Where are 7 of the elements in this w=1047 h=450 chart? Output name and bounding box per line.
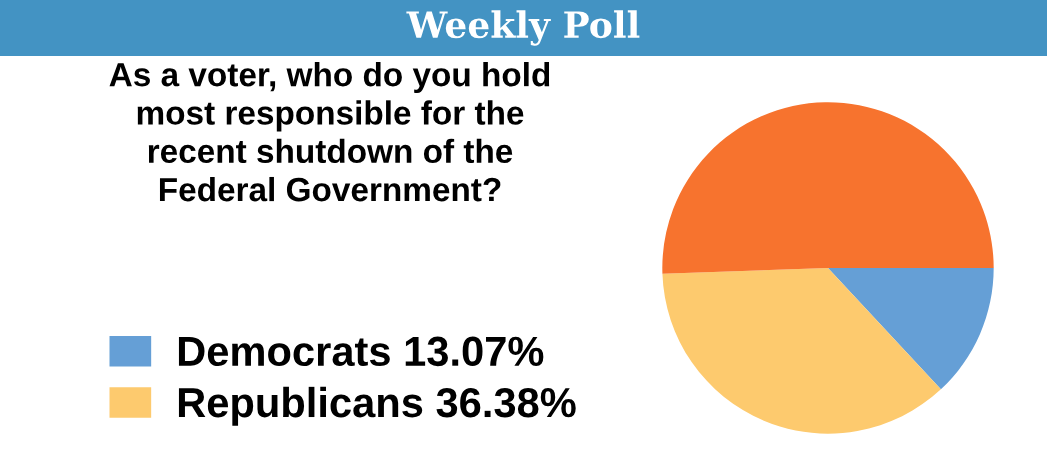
chart-title: Weekly Poll (406, 10, 640, 46)
legend-label: Democrats 13.07% (178, 336, 544, 367)
chart-subtitle: As a voter, who do you hold most responsible for the recent shutdown of the Federal Government? (109, 62, 550, 202)
pie-slice (828, 268, 994, 390)
pie-slice (662, 268, 941, 434)
legend-label: Republicans 36.38% (178, 386, 576, 426)
pie-slice (662, 102, 994, 274)
